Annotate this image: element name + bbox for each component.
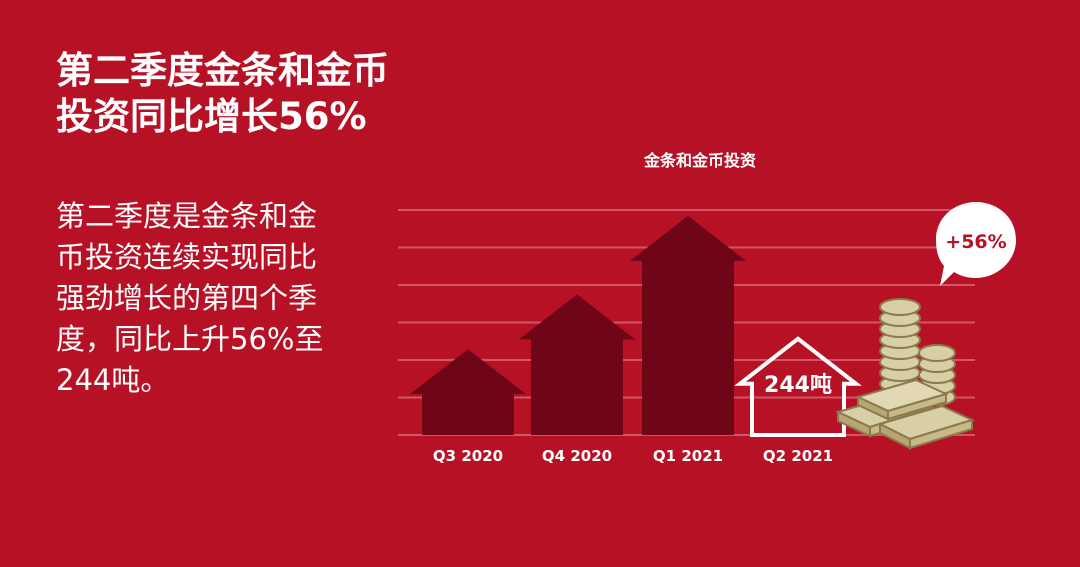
- x-tick-labels: Q3 2020 Q4 2020 Q1 2021 Q2 2021: [433, 447, 833, 465]
- x-tick-label: Q4 2020: [542, 447, 612, 465]
- x-tick-label: Q3 2020: [433, 447, 503, 465]
- bar: [630, 215, 746, 435]
- speech-bubble-icon: +56%: [936, 202, 1016, 286]
- headline: 第二季度金条和金币 投资同比增长56%: [56, 48, 389, 140]
- bar-chart: 244吨 Q3 2020 Q4 2020 Q1 2021 Q2 2021 +56%: [398, 202, 1016, 465]
- body-line: 244吨。: [56, 363, 170, 397]
- bar: [519, 294, 635, 435]
- bar-value-label: 244吨: [764, 373, 832, 398]
- coin-icon: [879, 298, 921, 316]
- body-line: 第二季度是金条和金: [56, 199, 318, 233]
- headline-line-1: 第二季度金条和金币: [56, 49, 389, 92]
- bar: [734, 336, 862, 437]
- x-tick-label: Q1 2021: [653, 447, 723, 465]
- bars: 244吨: [410, 215, 862, 437]
- coin-icon: [918, 344, 956, 362]
- change-badge: +56%: [945, 231, 1006, 253]
- body-line: 强劲增长的第四个季: [56, 281, 318, 315]
- body-line: 币投资连续实现同比: [56, 240, 318, 274]
- body-text: 第二季度是金条和金 币投资连续实现同比 强劲增长的第四个季 度，同比上升56%至…: [56, 196, 356, 401]
- body-line: 度，同比上升56%至: [56, 322, 324, 356]
- coin-stack-icon: [835, 298, 975, 450]
- gold-bar-icon: [835, 378, 975, 450]
- bar: [410, 349, 526, 435]
- x-tick-label: Q2 2021: [763, 447, 833, 465]
- chart-title: 金条和金币投资: [643, 151, 756, 170]
- headline-line-2: 投资同比增长56%: [56, 95, 367, 138]
